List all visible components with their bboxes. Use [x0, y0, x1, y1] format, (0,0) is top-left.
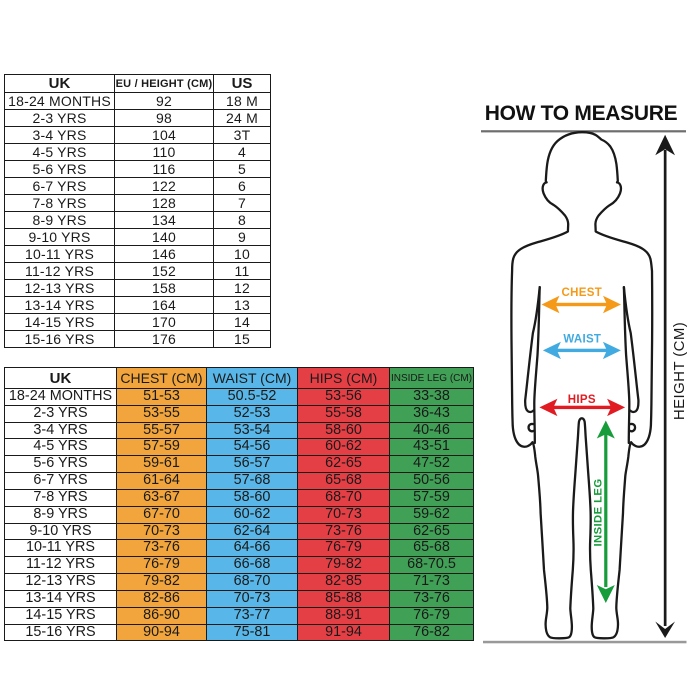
svg-text:HEIGHT (CM): HEIGHT (CM) — [671, 322, 688, 420]
svg-text:HIPS: HIPS — [568, 394, 596, 406]
svg-text:INSIDE LEG: INSIDE LEG — [593, 478, 605, 546]
svg-text:WAIST: WAIST — [563, 333, 601, 345]
svg-text:CHEST: CHEST — [562, 287, 602, 299]
